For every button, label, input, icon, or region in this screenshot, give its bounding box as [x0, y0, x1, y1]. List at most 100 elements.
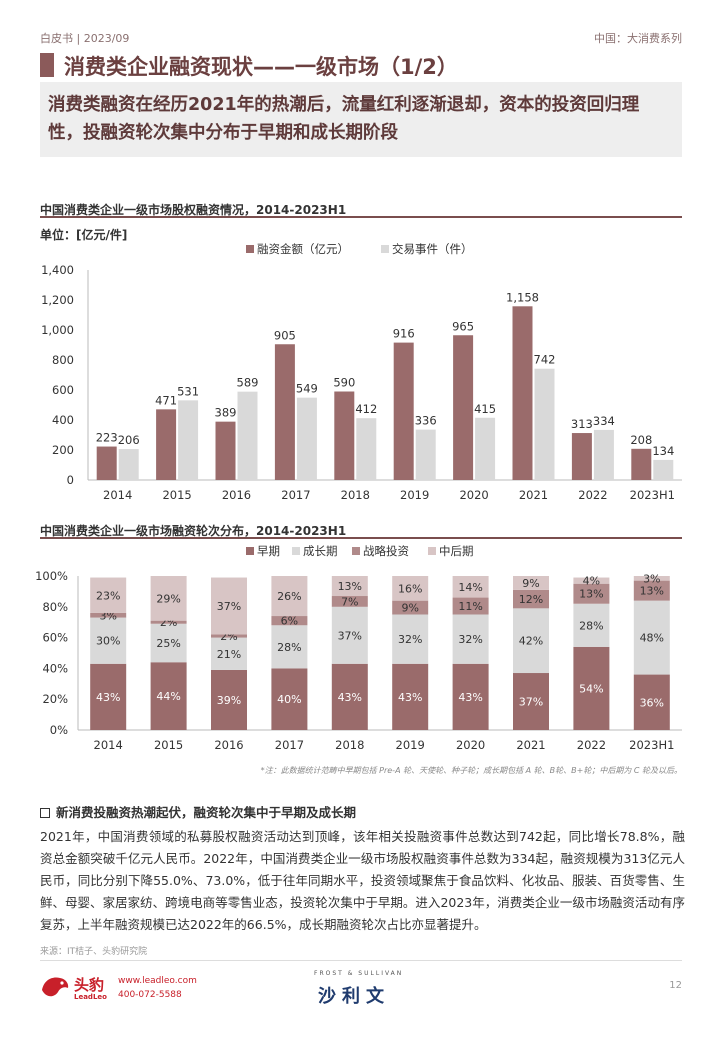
amount-bar: [96, 446, 117, 480]
segment-data-label: 28%: [277, 641, 301, 654]
x-tick-label: 2023H1: [629, 738, 674, 752]
stack-segment: [633, 600, 670, 675]
stack-segment: [271, 576, 308, 617]
amount-bar: [631, 448, 652, 480]
stack-segment: [513, 673, 549, 730]
y-tick-label: 40%: [42, 661, 68, 675]
segment-data-label: 42%: [519, 635, 543, 648]
amount-data-label: 223: [96, 431, 118, 445]
y-tick-label: 20%: [42, 692, 68, 706]
deals-data-label: 134: [652, 444, 674, 458]
segment-data-label: 30%: [96, 635, 120, 648]
x-tick-label: 2016: [214, 738, 243, 752]
segment-data-label: 54%: [579, 682, 603, 695]
x-tick-label: 2014: [103, 488, 132, 502]
deals-bar: [475, 417, 496, 480]
segment-data-label: 12%: [519, 593, 543, 606]
body-paragraph: 2021年，中国消费领域的私募股权融资活动达到顶峰，该年相关投融资事件总数达到7…: [40, 829, 685, 932]
segment-data-label: 37%: [338, 629, 362, 642]
stack-segment: [513, 589, 549, 609]
stack-segment: [392, 614, 429, 664]
amount-data-label: 471: [155, 393, 177, 407]
logo-text: 头豹: [74, 976, 105, 994]
segment-data-label: 43%: [338, 691, 362, 704]
website-link[interactable]: www.leadleo.com: [118, 976, 197, 986]
unit-label: 单位：[亿元/件]: [40, 228, 128, 242]
amount-bar: [215, 421, 236, 480]
segment-data-label: 48%: [640, 632, 664, 645]
stack-segment: [211, 669, 247, 730]
chart2-title: 中国消费类企业一级市场融资轮次分布，2014-2023H1: [40, 524, 347, 538]
x-tick-label: 2019: [400, 488, 429, 502]
segment-data-label: 4%: [583, 575, 600, 588]
y-tick-label: 200: [52, 443, 74, 457]
stack-segment: [331, 576, 368, 597]
footer-divider: [40, 960, 682, 961]
x-tick-label: 2014: [94, 738, 123, 752]
amount-data-label: 965: [452, 319, 474, 333]
stack-segment: [150, 623, 187, 663]
deals-bar: [237, 391, 258, 480]
segment-data-label: 43%: [458, 691, 482, 704]
partner-logo-cn: 沙利文: [318, 986, 390, 1007]
segment-data-label: 37%: [519, 696, 543, 709]
y-tick-label: 1,200: [41, 293, 74, 307]
amount-data-label: 590: [333, 376, 355, 390]
x-tick-label: 2015: [162, 488, 191, 502]
stack-segment: [331, 663, 368, 730]
legend-label: 交易事件（件）: [392, 242, 473, 256]
section-heading: 新消费投融资热潮起伏，融资轮次集中于早期及成长期: [40, 802, 356, 821]
y-tick-label: 0%: [50, 723, 68, 737]
stack-segment: [633, 580, 670, 601]
amount-data-label: 916: [393, 327, 415, 341]
stack-segment: [211, 637, 247, 670]
segment-data-label: 9%: [401, 602, 418, 615]
logo-subtext: LeadLeo: [74, 993, 107, 1001]
deals-data-label: 334: [593, 414, 615, 428]
segment-data-label: 28%: [579, 619, 603, 632]
x-tick-label: 2022: [578, 488, 607, 502]
deals-bar: [593, 429, 614, 480]
segment-data-label: 36%: [640, 696, 664, 709]
deals-data-label: 336: [415, 414, 437, 428]
checkbox-bullet-icon: [40, 808, 50, 818]
segment-data-label: 25%: [156, 637, 180, 650]
x-tick-label: 2018: [335, 738, 364, 752]
chart1-title-rule: [40, 216, 682, 218]
legend-swatch: [381, 245, 389, 253]
segment-data-label: 40%: [277, 693, 301, 706]
page-number: 12: [669, 980, 682, 991]
stack-segment: [150, 662, 187, 730]
title-accent-bar: [40, 53, 54, 77]
section-heading-text: 新消费投融资热潮起伏，融资轮次集中于早期及成长期: [56, 805, 357, 820]
segment-data-label: 23%: [96, 589, 120, 602]
leopard-logo-icon: [42, 977, 69, 997]
stack-segment: [573, 603, 610, 647]
stack-segment: [452, 663, 489, 730]
x-tick-label: 2020: [456, 738, 485, 752]
summary-box: 消费类融资在经历2021年的热潮后，流量红利逐渐退却，资本的投资回归理性，投融资…: [40, 82, 682, 157]
segment-data-label: 6%: [281, 615, 298, 628]
source-note: 来源：IT桔子、头豹研究院: [40, 947, 148, 957]
deals-data-label: 589: [237, 376, 259, 390]
deals-bar: [296, 397, 317, 480]
deals-bar: [534, 368, 555, 480]
amount-data-label: 1,158: [506, 290, 539, 304]
series-label: 中国：大消费系列: [594, 32, 682, 45]
y-tick-label: 1,400: [41, 263, 74, 277]
x-tick-label: 2019: [396, 738, 425, 752]
x-tick-label: 2017: [281, 488, 310, 502]
chart2-title-rule: [40, 537, 682, 539]
stack-segment: [150, 576, 187, 621]
x-tick-label: 2016: [222, 488, 251, 502]
deals-bar: [653, 459, 674, 480]
x-tick-label: 2015: [154, 738, 183, 752]
stack-segment: [452, 614, 489, 664]
doc-type-label: 白皮书 | 2023/09: [40, 32, 130, 45]
y-tick-label: 0: [67, 473, 74, 487]
deals-data-label: 206: [118, 433, 140, 447]
chart-note: *注：此数据统计范畴中早期包括 Pre-A 轮、天使轮、种子轮；成长期包括 A …: [260, 766, 682, 775]
legend-label: 中后期: [439, 544, 474, 558]
stack-segment: [271, 616, 308, 626]
